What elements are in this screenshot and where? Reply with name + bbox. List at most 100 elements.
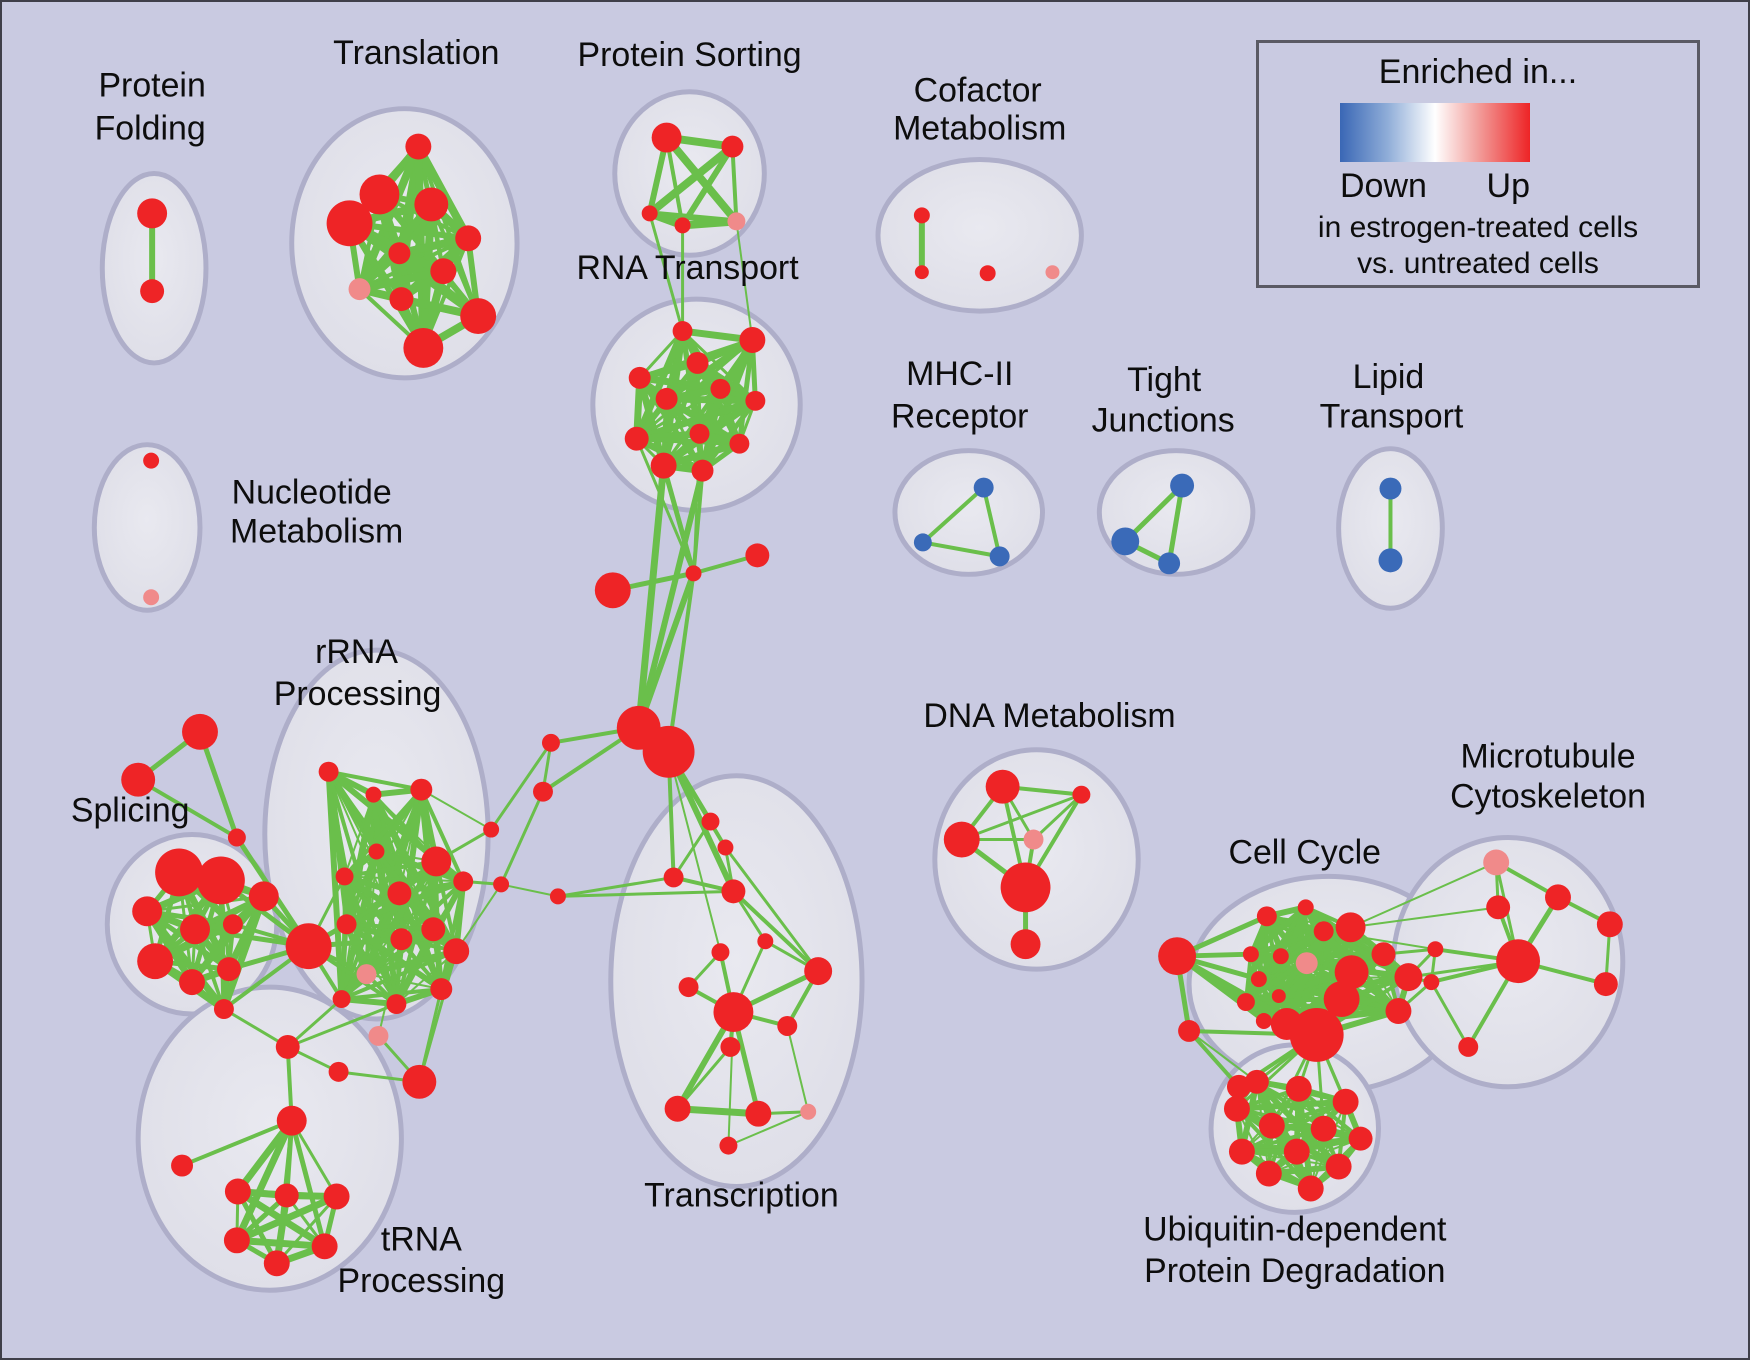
gene-set-node-ct1[interactable] [275, 1034, 300, 1059]
gene-set-node-cj1[interactable] [685, 565, 702, 582]
gene-set-node-k12[interactable] [1323, 981, 1360, 1018]
gene-set-node-d0[interactable] [985, 769, 1020, 804]
gene-set-node-s7[interactable] [216, 957, 241, 982]
gene-set-node-ctl[interactable] [171, 1154, 194, 1177]
gene-set-node-ch2[interactable] [642, 725, 695, 778]
gene-set-node-ps1[interactable] [721, 135, 744, 158]
gene-set-node-m2[interactable] [989, 546, 1010, 567]
gene-set-node-k14[interactable] [1394, 963, 1423, 992]
gene-set-node-n9[interactable] [729, 433, 750, 454]
gene-set-node-s6[interactable] [179, 969, 205, 996]
gene-set-node-ub11[interactable] [1297, 1175, 1324, 1202]
gene-set-node-r13[interactable] [332, 990, 351, 1009]
gene-set-node-k15[interactable] [1385, 998, 1412, 1024]
gene-set-node-tl0[interactable] [405, 133, 432, 160]
gene-set-node-r9[interactable] [390, 928, 413, 951]
gene-set-node-cf0[interactable] [913, 207, 930, 224]
gene-set-node-k2[interactable] [1242, 946, 1259, 963]
gene-set-node-r14[interactable] [386, 994, 407, 1015]
gene-set-node-tl6[interactable] [430, 258, 457, 285]
gene-set-node-s2[interactable] [132, 896, 163, 927]
gene-set-node-k9[interactable] [1335, 912, 1366, 943]
gene-set-node-d1[interactable] [1072, 785, 1091, 804]
gene-set-node-cr1[interactable] [483, 821, 500, 838]
gene-set-node-n6[interactable] [745, 390, 766, 411]
gene-set-node-x7[interactable] [678, 977, 699, 998]
gene-set-node-crn[interactable] [745, 543, 770, 568]
gene-set-node-k8[interactable] [1255, 1013, 1272, 1029]
gene-set-node-pf0[interactable] [137, 198, 168, 229]
gene-set-node-mt2[interactable] [1486, 895, 1511, 920]
gene-set-node-chs[interactable] [285, 923, 332, 970]
gene-set-node-r2[interactable] [410, 778, 433, 801]
gene-set-node-pf1[interactable] [140, 279, 165, 304]
gene-set-node-g0[interactable] [1170, 473, 1195, 498]
gene-set-node-ccb[interactable] [1226, 1074, 1251, 1099]
gene-set-node-r15[interactable] [430, 978, 453, 1001]
gene-set-node-n0[interactable] [672, 321, 693, 341]
gene-set-node-ub2[interactable] [1332, 1088, 1359, 1115]
gene-set-node-d3[interactable] [1023, 829, 1044, 850]
gene-set-node-tn1[interactable] [224, 1178, 251, 1205]
gene-set-node-tl7[interactable] [348, 278, 371, 301]
gene-set-node-m1[interactable] [913, 533, 932, 552]
gene-set-node-k17[interactable] [1270, 1008, 1303, 1040]
gene-set-node-x12[interactable] [745, 1100, 772, 1127]
gene-set-node-x2[interactable] [717, 839, 734, 856]
gene-set-node-cf1[interactable] [914, 265, 929, 280]
gene-set-node-r0[interactable] [318, 761, 339, 782]
gene-set-node-k1[interactable] [1297, 899, 1314, 916]
gene-set-node-r3[interactable] [368, 843, 385, 860]
gene-set-node-k6[interactable] [1271, 989, 1286, 1004]
gene-set-node-tl5[interactable] [388, 242, 411, 265]
gene-set-node-g2[interactable] [1158, 552, 1181, 575]
gene-set-node-x9[interactable] [777, 1016, 798, 1036]
gene-set-node-tn4[interactable] [223, 1227, 250, 1254]
gene-set-node-mt8[interactable] [1458, 1036, 1479, 1057]
gene-set-node-ctb[interactable] [121, 762, 156, 797]
gene-set-node-r4[interactable] [335, 867, 354, 886]
gene-set-node-n8[interactable] [689, 423, 710, 444]
gene-set-node-r1[interactable] [365, 786, 382, 803]
gene-set-node-x1[interactable] [701, 812, 720, 831]
gene-set-node-ct3[interactable] [402, 1064, 437, 1099]
gene-set-node-tn2[interactable] [274, 1183, 299, 1208]
gene-set-node-d5[interactable] [1010, 929, 1041, 960]
gene-set-node-cbl[interactable] [594, 572, 631, 609]
gene-set-node-n7[interactable] [624, 426, 649, 451]
gene-set-node-mt0[interactable] [1483, 849, 1510, 876]
gene-set-node-x10[interactable] [720, 1036, 741, 1057]
gene-set-node-r8[interactable] [336, 914, 357, 935]
gene-set-node-cc3[interactable] [549, 888, 566, 905]
gene-set-node-cch[interactable] [1158, 937, 1197, 976]
gene-set-node-x14[interactable] [719, 1136, 738, 1155]
gene-set-node-x5[interactable] [711, 943, 730, 962]
gene-set-node-s1[interactable] [197, 856, 245, 905]
gene-set-node-d4[interactable] [1000, 862, 1051, 913]
gene-set-node-ub1[interactable] [1285, 1075, 1312, 1102]
gene-set-node-ub5[interactable] [1310, 1115, 1337, 1142]
gene-set-node-s3[interactable] [180, 914, 210, 945]
gene-set-node-x4[interactable] [757, 933, 774, 950]
gene-set-node-g1[interactable] [1111, 527, 1140, 556]
gene-set-node-tl9[interactable] [460, 298, 497, 335]
gene-set-node-ub9[interactable] [1255, 1160, 1282, 1187]
gene-set-node-s8[interactable] [248, 881, 279, 912]
gene-set-node-ctc[interactable] [227, 828, 246, 847]
gene-set-node-ub8[interactable] [1283, 1138, 1310, 1165]
gene-set-node-tn5[interactable] [311, 1233, 338, 1260]
gene-set-node-k3[interactable] [1272, 948, 1289, 965]
gene-set-node-mt1[interactable] [1545, 884, 1571, 911]
gene-set-node-cc2[interactable] [533, 781, 553, 802]
gene-set-node-tl1[interactable] [359, 174, 400, 215]
gene-set-node-n3[interactable] [628, 366, 651, 389]
gene-set-node-k16[interactable] [1289, 1008, 1344, 1062]
gene-set-node-tl3[interactable] [414, 187, 449, 222]
gene-set-node-u1[interactable] [143, 589, 160, 606]
gene-set-node-ps2[interactable] [641, 205, 658, 222]
gene-set-node-cf2[interactable] [979, 265, 996, 282]
gene-set-node-tl10[interactable] [403, 328, 444, 368]
gene-set-node-k10[interactable] [1313, 921, 1334, 942]
gene-set-node-tl8[interactable] [389, 287, 414, 312]
gene-set-node-k7[interactable] [1236, 993, 1255, 1012]
